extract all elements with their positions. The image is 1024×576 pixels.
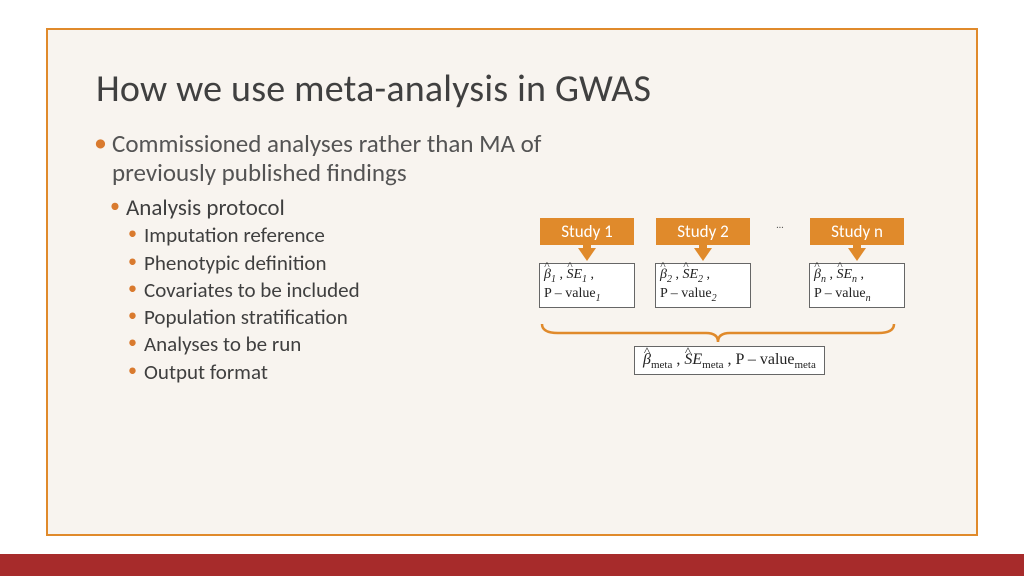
study-row: Study 1 β1 , SE1 , P – value1 Study 2 β2…	[538, 218, 958, 308]
arrow-down-icon	[578, 248, 596, 261]
bullet-lvl3-3: Population stratification	[128, 304, 598, 331]
stat-box-n: βn , SEn , P – valuen	[809, 263, 905, 308]
bullet-content: Commissioned analyses rather than MA of …	[98, 130, 598, 386]
bullet-lvl3-5: Output format	[128, 359, 598, 386]
bullet-lvl3-1: Phenotypic definition	[128, 250, 598, 277]
arrow-down-icon	[694, 248, 712, 261]
brace-path	[542, 324, 894, 342]
bullet-lvl2: Analysis protocol	[110, 194, 598, 223]
curly-brace	[538, 322, 898, 344]
study-col-2: Study 2 β2 , SE2 , P – value2	[654, 218, 752, 308]
bullet-lvl3-2: Covariates to be included	[128, 277, 598, 304]
meta-stat-box: βmeta , SEmeta , P – valuemeta	[634, 346, 825, 375]
studies-diagram: Study 1 β1 , SE1 , P – value1 Study 2 β2…	[538, 218, 958, 308]
stat-box-1: β1 , SE1 , P – value1	[539, 263, 635, 308]
study-col-n: Study n βn , SEn , P – valuen	[808, 218, 906, 308]
arrow-down-icon	[848, 248, 866, 261]
bullet-lvl3-4: Analyses to be run	[128, 331, 598, 358]
slide-title: How we use meta-analysis in GWAS	[96, 66, 651, 112]
bullet-lvl1: Commissioned analyses rather than MA of …	[98, 130, 598, 188]
study-col-1: Study 1 β1 , SE1 , P – value1	[538, 218, 636, 308]
footer-bar	[0, 554, 1024, 576]
study-ellipsis: …	[770, 218, 790, 231]
slide-frame: How we use meta-analysis in GWAS Commiss…	[46, 28, 978, 536]
stat-box-2: β2 , SE2 , P – value2	[655, 263, 751, 308]
bullet-lvl3-0: Imputation reference	[128, 222, 598, 249]
